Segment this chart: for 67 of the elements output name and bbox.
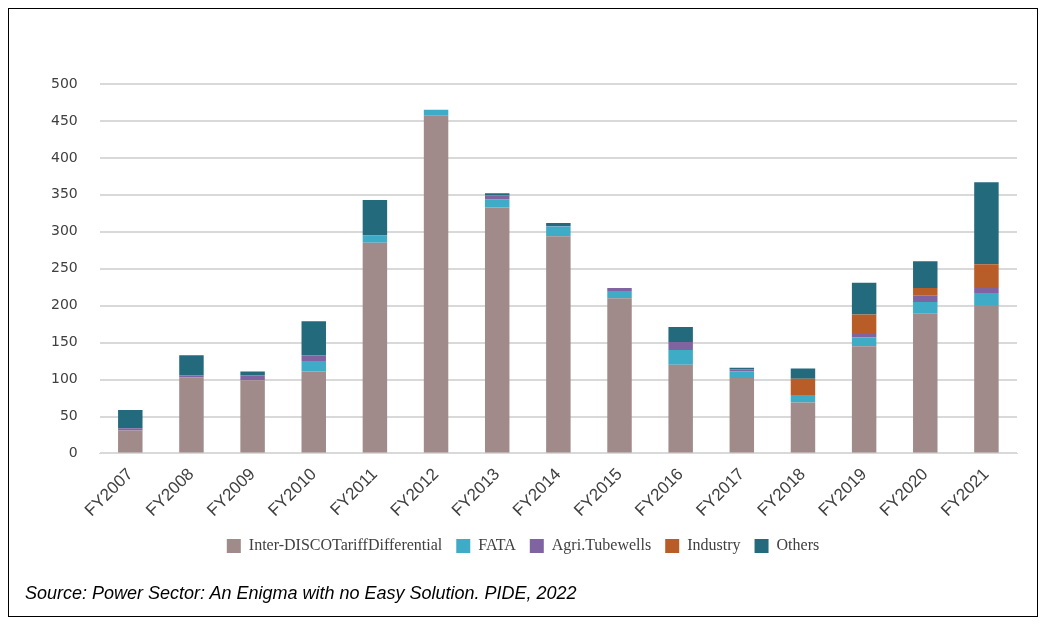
bar: [179, 355, 204, 376]
bar: [546, 226, 571, 237]
bar: [118, 409, 143, 429]
y-tick-label: 350: [50, 185, 78, 202]
source-note: Source: Power Sector: An Enigma with no Easy Solution. PIDE, 2022: [25, 583, 577, 604]
bar: [484, 199, 510, 208]
bar: [118, 430, 143, 453]
bar: [546, 236, 571, 453]
bar: [851, 282, 877, 315]
bar: [974, 264, 999, 288]
bar: [362, 200, 388, 236]
bar: [851, 337, 877, 347]
bar: [668, 341, 693, 351]
bar: [362, 235, 388, 243]
bar: [668, 364, 693, 453]
legend-label: Others: [776, 536, 820, 554]
bar: [423, 115, 449, 453]
y-tick-label: 400: [50, 148, 78, 165]
legend-label: Industry: [687, 536, 741, 555]
bar: [668, 350, 693, 365]
bar: [423, 109, 449, 116]
bar: [790, 395, 816, 403]
legend-label: Agri.Tubewells: [551, 536, 652, 555]
bar: [118, 428, 143, 431]
legend-label: FATA: [478, 536, 517, 554]
y-tick-label: 0: [68, 444, 78, 461]
bar: [974, 182, 999, 265]
bar: [974, 293, 999, 305]
legend-label: Inter-DISCOTariffDifferential: [248, 536, 443, 554]
bar: [913, 261, 938, 288]
bar: [240, 371, 265, 376]
bar: [729, 378, 755, 453]
bar: [851, 346, 877, 453]
bar: [913, 295, 938, 302]
y-tick-label: 200: [50, 296, 78, 313]
bar: [301, 321, 326, 356]
bar: [607, 290, 632, 299]
y-tick-label: 450: [50, 111, 78, 128]
bar: [668, 327, 693, 342]
y-tick-label: 150: [50, 333, 78, 350]
y-tick-label: 500: [50, 74, 78, 91]
bar: [484, 207, 510, 453]
bar: [790, 402, 816, 453]
bar: [607, 298, 632, 453]
bar: [974, 304, 999, 453]
bar: [362, 242, 388, 453]
y-tick-label: 300: [50, 222, 78, 239]
bar: [851, 314, 877, 334]
bar: [484, 193, 510, 196]
bar: [179, 377, 204, 453]
bar: [301, 361, 326, 372]
bar: [913, 287, 938, 296]
bar: [974, 287, 999, 294]
bar: [790, 378, 816, 396]
bar: [729, 371, 755, 379]
bar: [913, 313, 938, 453]
bar: [607, 287, 632, 291]
bar: [240, 380, 265, 453]
bar: [240, 375, 265, 381]
bar: [301, 371, 326, 453]
bar: [301, 355, 326, 362]
bar: [790, 368, 816, 379]
y-tick-label: 50: [59, 407, 78, 424]
y-tick-label: 100: [50, 370, 78, 387]
bar: [179, 375, 204, 378]
y-tick-label: 250: [50, 259, 78, 276]
bar: [913, 301, 938, 314]
